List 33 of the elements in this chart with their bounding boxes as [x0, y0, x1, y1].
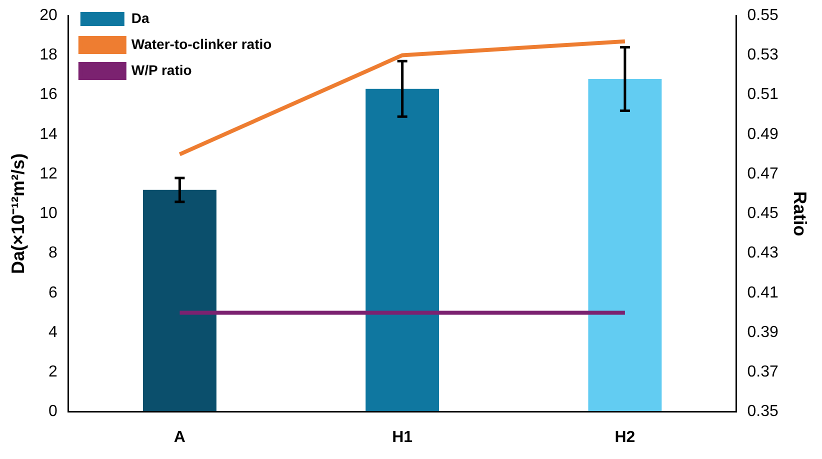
y-tick-label: 20	[40, 7, 58, 24]
x-tick-label: H1	[392, 428, 413, 446]
y-tick-label: 12	[40, 165, 58, 182]
y-tick-label: 6	[48, 284, 58, 302]
y-axis-title: Da(×10⁻¹²m²/s)	[8, 153, 28, 274]
bar	[588, 78, 662, 412]
y2-tick-label: 0.45	[747, 205, 778, 222]
y-tick-label: 18	[40, 46, 58, 64]
y2-tick-label: 0.55	[747, 7, 778, 24]
x-tick-label: H2	[614, 428, 636, 446]
y-tick-label: 10	[40, 205, 58, 222]
y-tick-label: 8	[48, 244, 58, 262]
y2-tick-label: 0.35	[747, 403, 778, 420]
y-tick-label: 16	[40, 86, 58, 104]
y-tick-label: 2	[48, 364, 58, 381]
y2-tick-label: 0.49	[747, 126, 778, 143]
bar	[366, 88, 440, 412]
bar	[142, 190, 216, 412]
legend-label: Da	[131, 10, 150, 26]
y2-tick-label: 0.47	[747, 165, 778, 182]
y-tick-label: 4	[48, 324, 58, 341]
y-tick-label: 14	[40, 126, 58, 143]
y-tick-label: 0	[48, 403, 58, 420]
y2-tick-label: 0.39	[747, 324, 778, 341]
y2-tick-label: 0.37	[747, 364, 778, 381]
legend-label: Water-to-clinker ratio	[131, 36, 272, 52]
y2-tick-label: 0.53	[747, 46, 778, 64]
legend-label: W/P ratio	[131, 62, 192, 78]
y2-axis-title: Ratio	[790, 191, 810, 236]
y2-tick-label: 0.51	[747, 86, 778, 104]
x-tick-label: A	[174, 428, 186, 446]
y2-tick-label: 0.43	[747, 244, 778, 262]
y2-tick-label: 0.41	[747, 284, 778, 302]
